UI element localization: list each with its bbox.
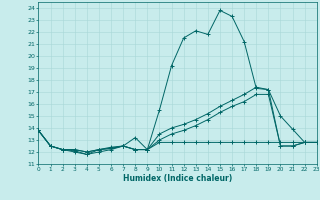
X-axis label: Humidex (Indice chaleur): Humidex (Indice chaleur) (123, 174, 232, 183)
